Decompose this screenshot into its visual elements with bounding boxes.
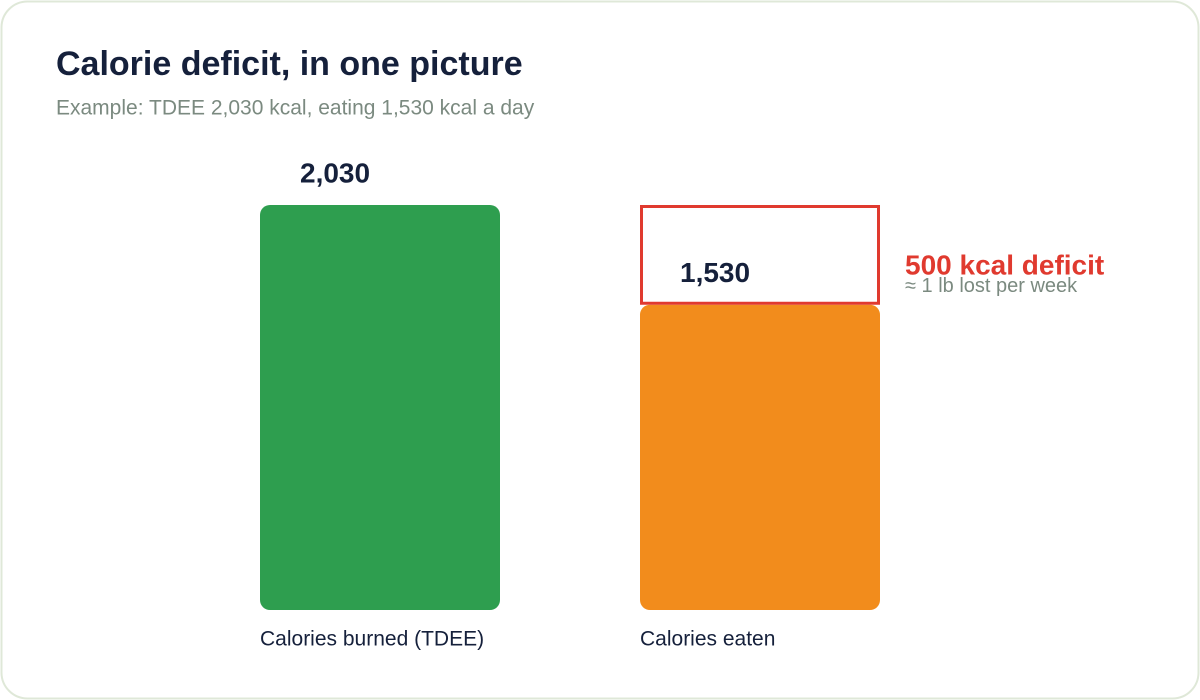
category-label: Calories eaten bbox=[640, 628, 775, 651]
value-label: 1,530 bbox=[680, 257, 750, 288]
deficit-box bbox=[640, 205, 880, 305]
value-label: 2,030 bbox=[300, 157, 370, 188]
annotation: 500 kcal deficit bbox=[905, 249, 1104, 280]
annotation-subtext: ≈ 1 lb lost per week bbox=[905, 275, 1078, 297]
chart-title: Calorie deficit, in one picture bbox=[56, 45, 523, 83]
bar bbox=[260, 205, 500, 610]
chart-subtitle: Example: TDEE 2,030 kcal, eating 1,530 k… bbox=[56, 97, 535, 120]
category-label: Calories burned (TDEE) bbox=[260, 628, 484, 651]
bar bbox=[640, 304, 880, 610]
